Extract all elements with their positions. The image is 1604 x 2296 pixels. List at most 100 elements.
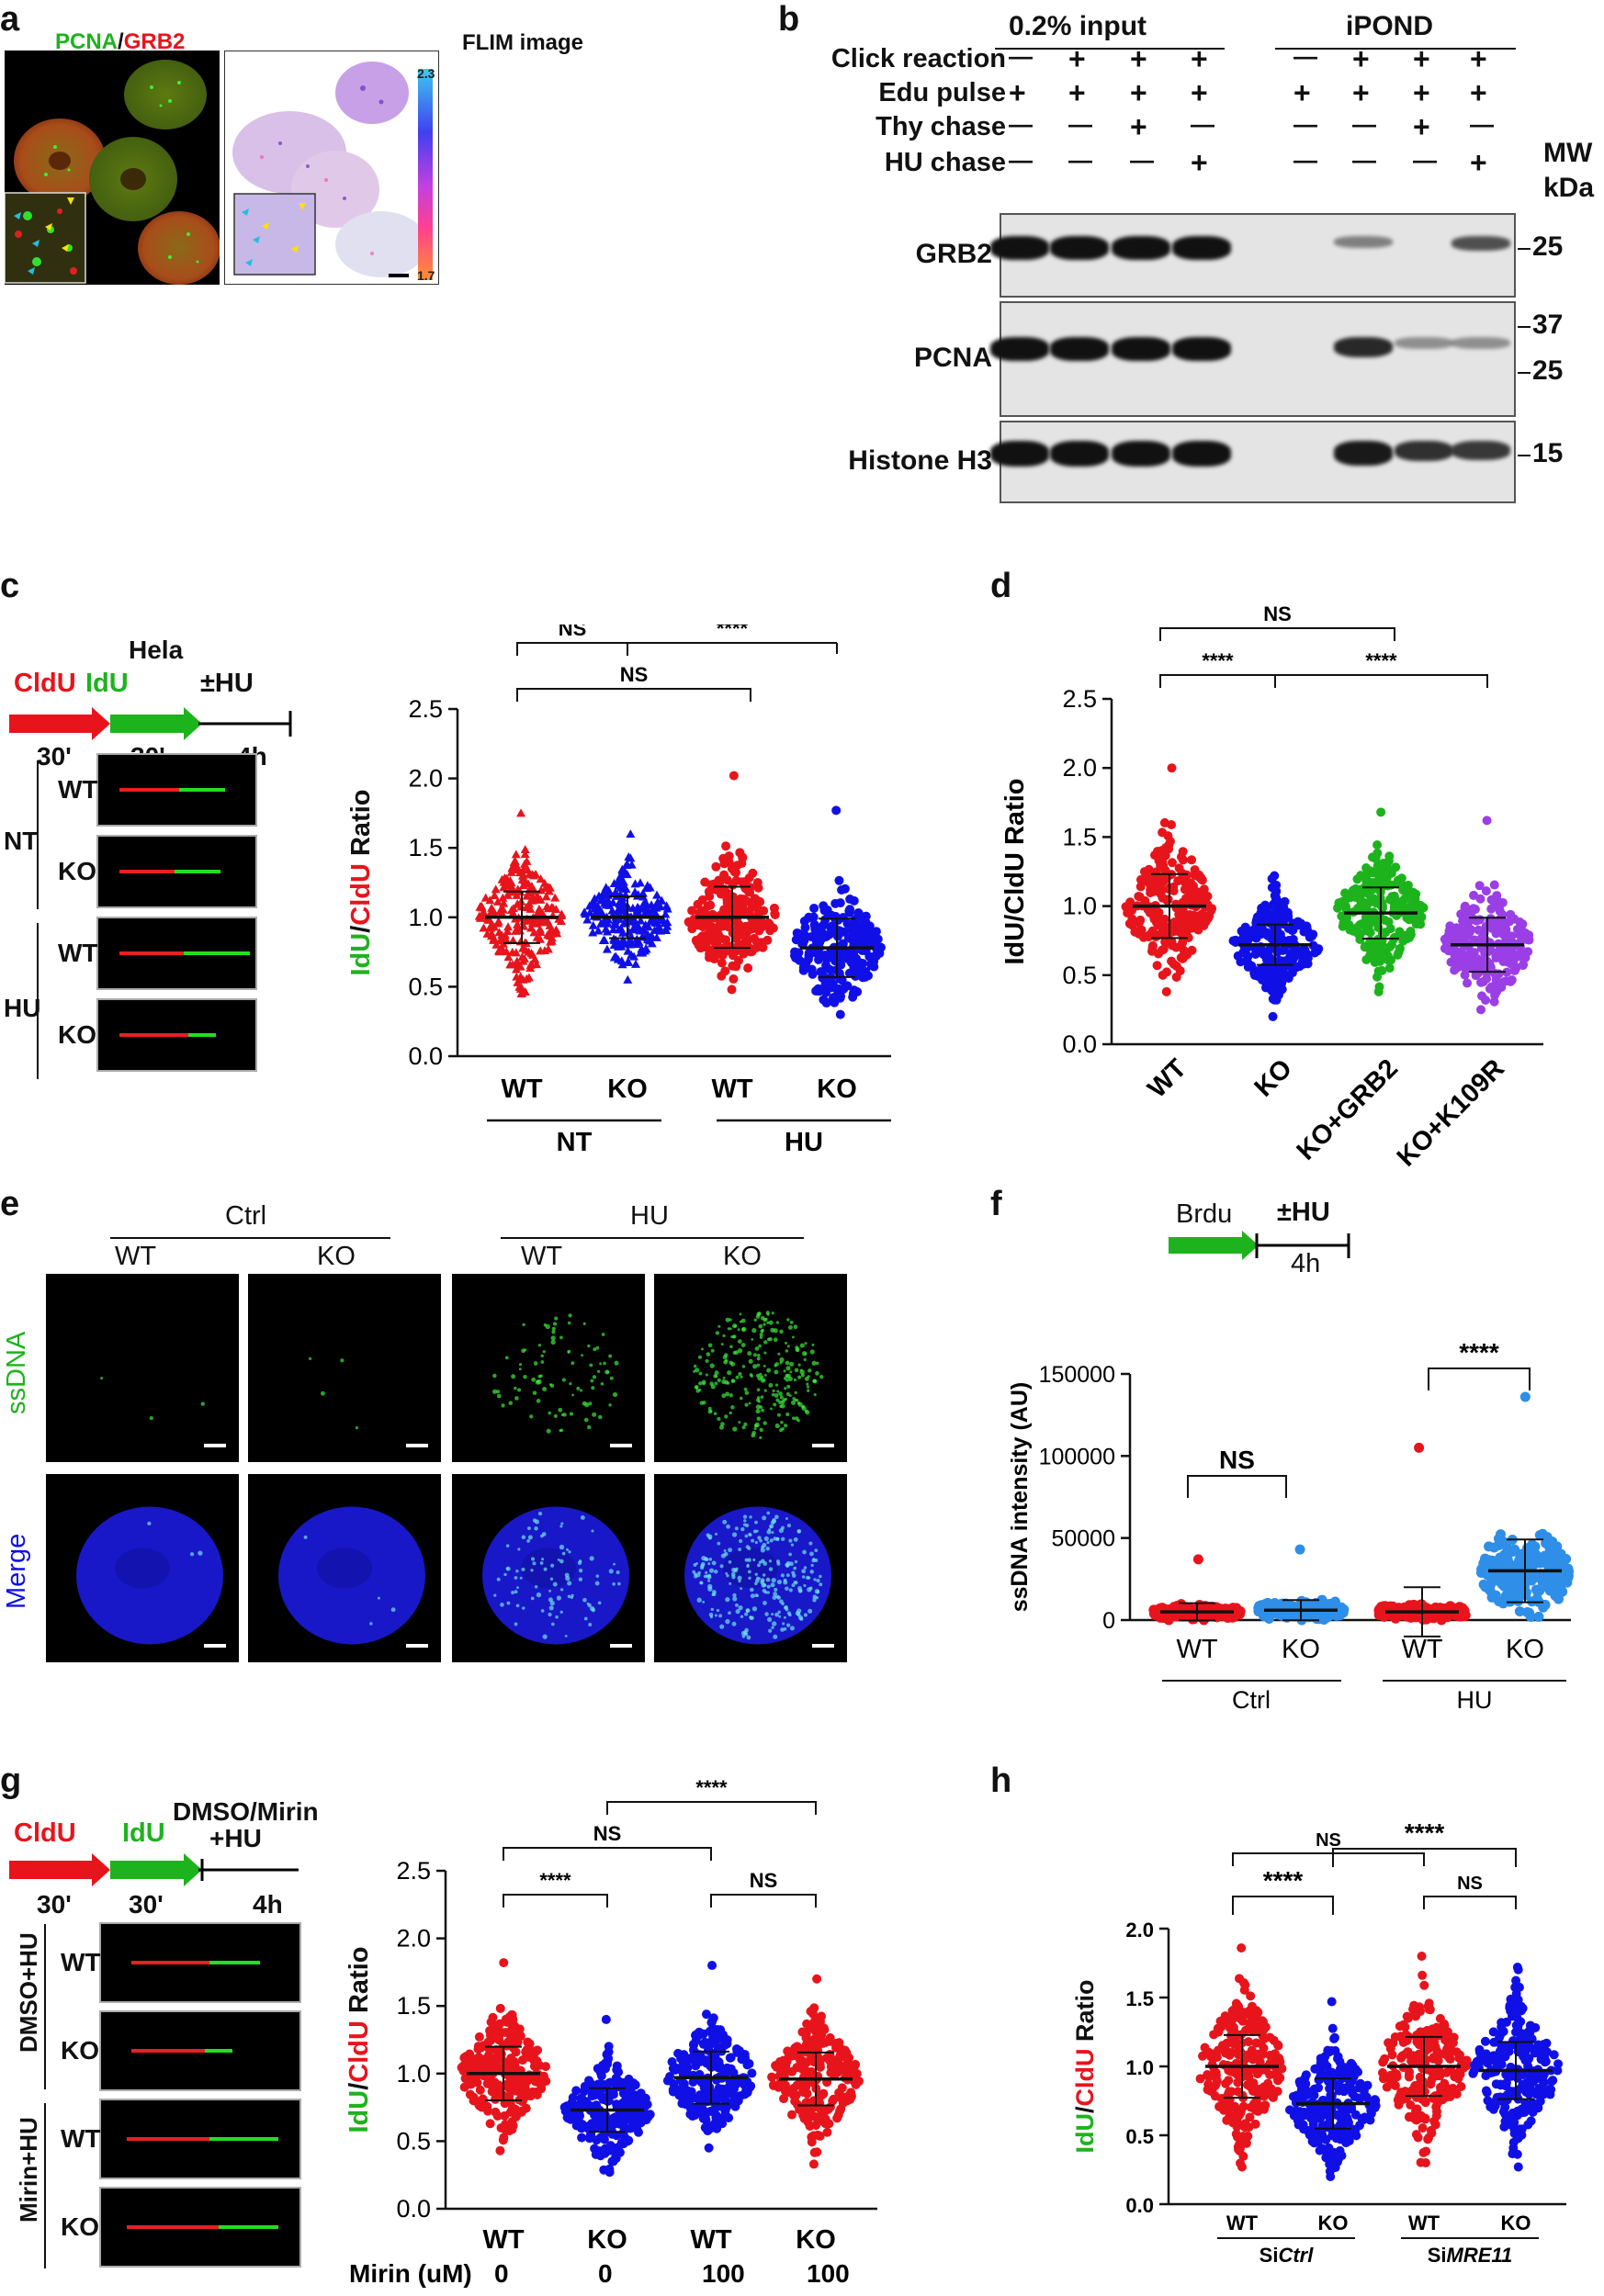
- data-point: [724, 2113, 734, 2123]
- data-point: [1547, 2077, 1557, 2087]
- condition-sign: +: [1009, 76, 1026, 109]
- data-point: [1341, 902, 1351, 912]
- y-tick-label: 1.5: [1062, 823, 1097, 850]
- mirin-value: 100: [702, 2259, 745, 2288]
- cldu-track: [131, 2049, 205, 2053]
- data-point: [1372, 876, 1383, 886]
- condition-sign: +: [1130, 42, 1147, 75]
- panel-a-right-title: FLIM image: [462, 30, 584, 55]
- data-point: [1395, 2091, 1405, 2101]
- data-point: [717, 958, 727, 968]
- data-point: [812, 2147, 822, 2157]
- data-point: [623, 946, 633, 955]
- data-point: [654, 922, 664, 931]
- data-point: [1158, 874, 1169, 884]
- scatter-series: [683, 771, 780, 995]
- data-point: [532, 2055, 542, 2065]
- data-point: [1266, 916, 1276, 926]
- fiber-row-label: WT: [61, 2124, 101, 2153]
- data-point: [691, 2035, 701, 2045]
- data-point: [600, 2144, 610, 2154]
- condition-sign: —: [1293, 42, 1317, 70]
- data-point: [716, 921, 726, 931]
- input-group-line: [995, 48, 1225, 50]
- data-point: [1495, 1529, 1506, 1540]
- blot-band: [1452, 441, 1510, 460]
- significance-bracket: [710, 1894, 817, 1908]
- data-point: [1405, 2067, 1415, 2077]
- data-point: [1380, 865, 1390, 875]
- y-tick-label: 1.5: [396, 1992, 431, 2020]
- data-point: [1513, 2162, 1523, 2172]
- y-tick-label: 1.0: [396, 2060, 431, 2088]
- data-point: [1503, 935, 1513, 945]
- data-point: [1237, 1943, 1247, 1953]
- data-point: [466, 2079, 476, 2089]
- data-point: [616, 2117, 627, 2127]
- data-point: [601, 883, 611, 892]
- data-point: [1452, 949, 1463, 959]
- data-point: [577, 2133, 587, 2143]
- data-point: [1329, 2033, 1339, 2043]
- data-point: [1518, 2051, 1528, 2061]
- g-group-dmso: DMSO+HU: [15, 1932, 42, 2053]
- data-point: [769, 2080, 779, 2090]
- data-point: [808, 2009, 819, 2019]
- data-point: [502, 947, 512, 956]
- data-point: [1267, 883, 1277, 893]
- panel-label-f: f: [990, 1185, 1002, 1223]
- data-point: [495, 906, 505, 916]
- data-point: [632, 891, 642, 900]
- significance-bracket: [1232, 1896, 1334, 1915]
- data-point: [819, 920, 829, 930]
- blot-band: [1334, 236, 1393, 248]
- data-point: [680, 2094, 690, 2104]
- idu-track: [188, 1033, 216, 1037]
- data-point: [742, 896, 752, 906]
- data-point: [489, 907, 499, 917]
- data-point: [563, 2113, 573, 2123]
- data-point: [1342, 2115, 1352, 2125]
- data-point: [1299, 945, 1309, 955]
- data-point: [1542, 1532, 1553, 1543]
- data-point: [1372, 839, 1383, 850]
- data-point: [797, 2064, 808, 2074]
- data-point: [727, 985, 737, 995]
- data-point: [836, 960, 846, 970]
- significance-bracket: [1187, 1475, 1287, 1498]
- data-point: [487, 2065, 497, 2075]
- data-point: [1220, 2011, 1230, 2021]
- data-point: [1176, 852, 1186, 862]
- data-point: [852, 919, 862, 929]
- data-point: [1516, 922, 1526, 932]
- data-point: [541, 2062, 551, 2072]
- data-point: [541, 892, 551, 901]
- data-point: [1501, 925, 1511, 935]
- data-point: [837, 985, 847, 995]
- significance-label: NS: [620, 663, 649, 686]
- data-point: [547, 933, 557, 942]
- fiber-row-label: KO: [61, 2036, 99, 2065]
- data-point: [1256, 908, 1266, 918]
- condition-sign: +: [1470, 146, 1487, 179]
- data-point: [749, 933, 759, 943]
- condition-sign: —: [1352, 110, 1376, 138]
- data-point: [1222, 2038, 1232, 2048]
- data-point: [1519, 1391, 1531, 1402]
- x-tick-label: WT: [1142, 1053, 1192, 1104]
- data-point: [831, 805, 842, 816]
- data-point: [1456, 2082, 1466, 2092]
- data-point: [1160, 850, 1170, 861]
- data-point: [516, 2107, 526, 2117]
- data-point: [506, 2030, 516, 2040]
- data-point: [790, 2044, 800, 2054]
- data-point: [816, 967, 826, 977]
- data-point: [1246, 1991, 1256, 2001]
- data-point: [1491, 971, 1501, 981]
- data-point: [519, 953, 529, 962]
- data-point: [1500, 2116, 1510, 2126]
- data-point: [505, 2074, 515, 2084]
- data-point: [1531, 1593, 1542, 1604]
- data-point: [833, 915, 843, 925]
